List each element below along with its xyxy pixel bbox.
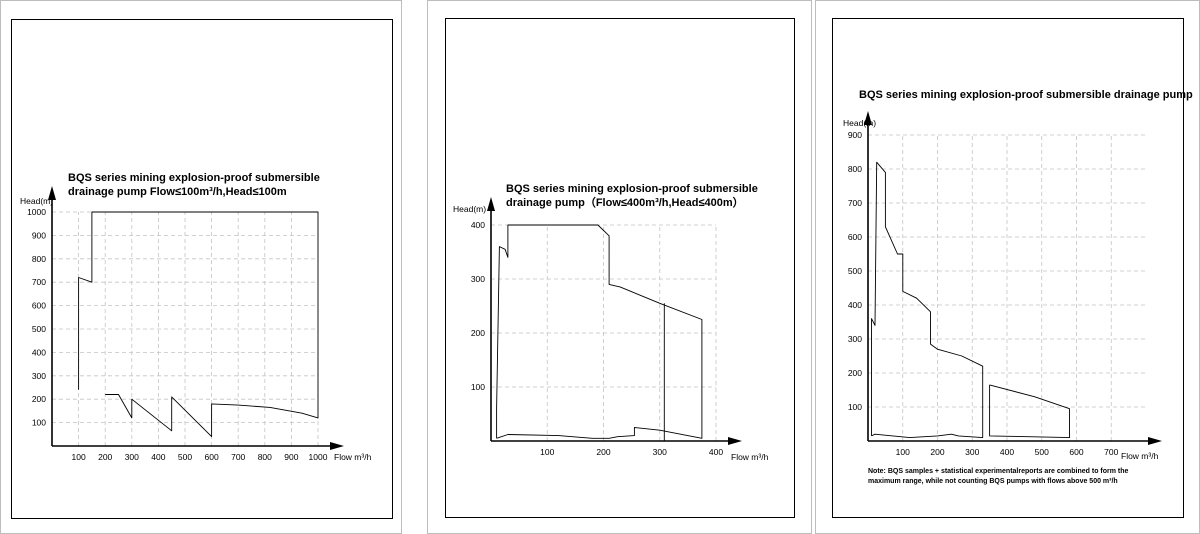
- chart-2-xlabel: Flow m³/h: [731, 452, 769, 462]
- chart-2-x-tick-label: 100: [540, 447, 554, 457]
- chart-3-x-tick-label: 700: [1104, 447, 1118, 457]
- chart-1-title-line2: drainage pump Flow≤100m³/h,Head≤100m: [68, 186, 287, 198]
- chart-panel-1-frame: [0, 0, 402, 534]
- chart-1-x-axis-arrow: [330, 442, 344, 450]
- chart-3-y-tick-label: 400: [848, 300, 862, 310]
- chart-1-x-tick-label: 200: [98, 452, 112, 462]
- chart-1-svg: 100 200 300 400 500 600 700 800 900 1000 100 200 300…: [20, 186, 372, 462]
- chart-3-y-tick-label: 900: [848, 130, 862, 140]
- chart-1-y-tick-label: 400: [32, 347, 46, 357]
- chart-1-series: [78, 211, 319, 438]
- chart-2-y-tick-label: 400: [471, 220, 485, 230]
- chart-1-x-tick-label: 100: [72, 452, 86, 462]
- chart-3-note-line1: Note: BQS samples + statistical experime…: [868, 468, 1129, 475]
- chart-panel-2-border: [445, 18, 795, 518]
- chart-3-x-tick-label: 400: [1000, 447, 1014, 457]
- chart-3-x-tick-label: 200: [930, 447, 944, 457]
- chart-1-x-tick-label: 900: [284, 452, 298, 462]
- chart-1-y-tick-label: 700: [32, 277, 46, 287]
- chart-3-axes: [864, 111, 1162, 445]
- chart-3-y-tick-label: 300: [848, 334, 862, 344]
- chart-2-title-line2: drainage pump（Flow≤400m³/h,Head≤400m）: [506, 197, 744, 209]
- chart-3-y-tick-label: 600: [848, 232, 862, 242]
- chart-2-x-tick-label: 200: [596, 447, 610, 457]
- chart-3-range-outline: [871, 161, 984, 439]
- chart-3-ylabel: Head(m): [843, 118, 876, 128]
- chart-1-y-tick-label: 300: [32, 371, 46, 381]
- chart-2-ticks: 100 200 300 400 100 200 300 400: [471, 220, 724, 457]
- chart-3-note: Note: BQS samples + statistical experime…: [868, 467, 1128, 487]
- chart-3-range-outline: [989, 384, 1070, 439]
- chart-2-range-outline: [496, 224, 703, 439]
- chart-panel-1-border: [11, 19, 393, 519]
- chart-1-axes: [48, 186, 344, 450]
- chart-2-axes: [487, 197, 742, 445]
- chart-1-x-tick-label: 800: [258, 452, 272, 462]
- chart-3-y-tick-label: 800: [848, 164, 862, 174]
- chart-2-y-tick-label: 200: [471, 328, 485, 338]
- chart-3-y-tick-label: 700: [848, 198, 862, 208]
- chart-3-xlabel: Flow m³/h: [1121, 451, 1159, 461]
- chart-1-range-outline: [78, 211, 319, 438]
- chart-3-y-tick-label: 200: [848, 368, 862, 378]
- chart-3-y-tick-label: 100: [848, 402, 862, 412]
- chart-2-ylabel: Head(m): [453, 204, 486, 214]
- chart-1-y-tick-label: 600: [32, 301, 46, 311]
- chart-3-y-tick-label: 500: [848, 266, 862, 276]
- chart-panel-3-frame: [815, 0, 1200, 534]
- chart-3-y-axis-arrow: [864, 111, 872, 125]
- chart-1-x-tick-label: 700: [231, 452, 245, 462]
- chart-1-title: BQS series mining explosion-proof submer…: [68, 171, 320, 199]
- chart-1-y-tick-label: 100: [32, 418, 46, 428]
- chart-1-y-tick-label: 500: [32, 324, 46, 334]
- chart-2-x-tick-label: 400: [709, 447, 723, 457]
- chart-3-x-tick-label: 600: [1069, 447, 1083, 457]
- chart-1-x-tick-label: 600: [205, 452, 219, 462]
- chart-2-x-axis-arrow: [728, 437, 742, 445]
- chart-3-x-axis-arrow: [1148, 437, 1162, 445]
- chart-1-ticks: 100 200 300 400 500 600 700 800 900 1000 100 200 300…: [27, 207, 328, 462]
- chart-1-x-tick-label: 1000: [309, 452, 328, 462]
- chart-1-y-tick-label: 900: [32, 230, 46, 240]
- chart-1-y-axis-arrow: [48, 186, 56, 200]
- chart-1-title-line1: BQS series mining explosion-proof submer…: [68, 172, 320, 184]
- chart-2-y-tick-label: 300: [471, 274, 485, 284]
- chart-2-y-axis-arrow: [487, 197, 495, 211]
- chart-1-x-tick-label: 300: [125, 452, 139, 462]
- chart-1-y-tick-label: 200: [32, 394, 46, 404]
- chart-3-note-line2: maximum range, while not counting BQS pu…: [868, 478, 1118, 485]
- chart-1-y-tick-label: 1000: [27, 207, 46, 217]
- chart-3-grid: [868, 134, 1146, 441]
- chart-3-title: BQS series mining explosion-proof submer…: [859, 89, 1193, 101]
- chart-1-xlabel: Flow m³/h: [334, 452, 372, 462]
- chart-1-ylabel: Head(m): [20, 196, 53, 206]
- chart-3-series: [871, 161, 1070, 439]
- chart-3-x-tick-label: 500: [1035, 447, 1049, 457]
- chart-panel-3-border: [832, 18, 1184, 518]
- chart-2-series: [496, 224, 703, 441]
- chart-3-x-tick-label: 300: [965, 447, 979, 457]
- chart-3-ticks: 100 200 300 400 500 600 700 100 200 300 400 500 600 7…: [848, 130, 1119, 457]
- chart-2-title: BQS series mining explosion-proof submer…: [506, 182, 758, 210]
- chart-3-x-tick-label: 100: [896, 447, 910, 457]
- chart-1-x-tick-label: 400: [151, 452, 165, 462]
- chart-2-x-tick-label: 300: [653, 447, 667, 457]
- chart-2-title-line1: BQS series mining explosion-proof submer…: [506, 183, 758, 195]
- chart-1-y-tick-label: 800: [32, 254, 46, 264]
- chart-2-y-tick-label: 100: [471, 382, 485, 392]
- chart-1-x-tick-label: 500: [178, 452, 192, 462]
